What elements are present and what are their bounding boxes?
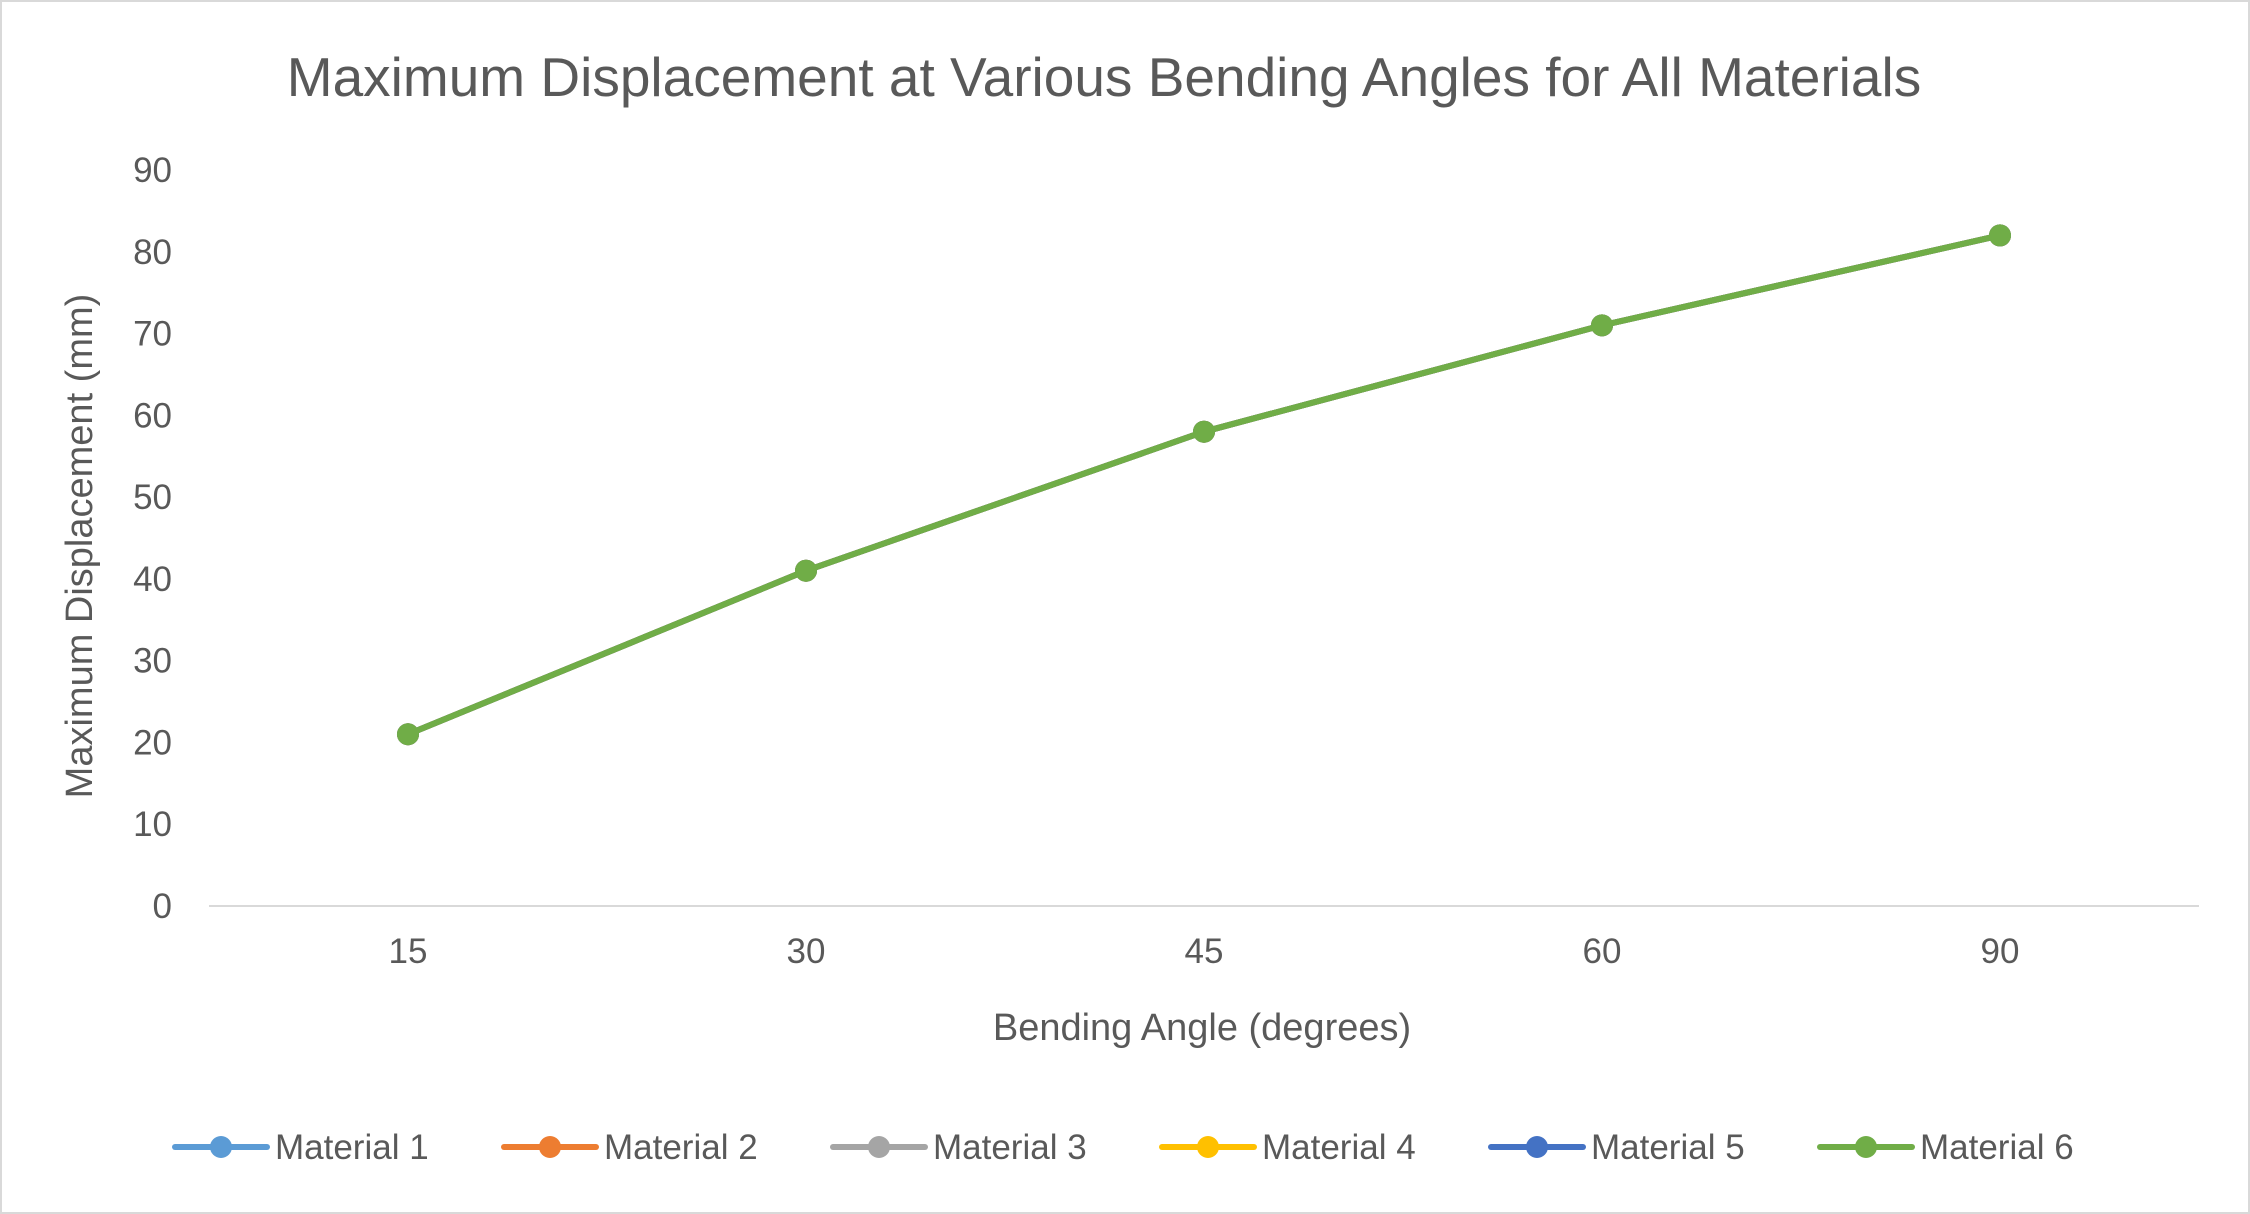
- y-tick-label: 70: [133, 315, 172, 354]
- y-tick-label: 0: [153, 887, 172, 926]
- legend-label: Material 5: [1591, 1128, 1745, 1167]
- y-tick-label: 30: [133, 642, 172, 681]
- x-tick-label: 90: [1981, 932, 2020, 971]
- data-point: [397, 723, 419, 746]
- y-tick-label: 20: [133, 723, 172, 762]
- legend-swatch-marker: [868, 1136, 890, 1158]
- data-point: [795, 559, 817, 582]
- legend-item: Material 5: [1488, 1128, 1745, 1167]
- series-group: [397, 224, 2011, 746]
- x-tick-label: 45: [1185, 932, 1224, 971]
- series-1: [397, 224, 2011, 746]
- x-axis-title: Bending Angle (degrees): [993, 1007, 1411, 1049]
- series-5: [397, 224, 2011, 746]
- series-line: [405, 232, 2003, 738]
- legend-item: Material 3: [830, 1128, 1087, 1167]
- legend-swatch-marker: [1197, 1136, 1219, 1158]
- x-tick-label: 60: [1583, 932, 1622, 971]
- x-tick-label: 15: [389, 932, 428, 971]
- legend-label: Material 6: [1920, 1128, 2074, 1167]
- series-line: [405, 232, 2003, 738]
- y-tick-label: 40: [133, 560, 172, 599]
- y-tick-label: 80: [133, 233, 172, 272]
- y-tick-label: 90: [133, 151, 172, 190]
- series-line: [405, 232, 2003, 738]
- chart-title: Maximum Displacement at Various Bending …: [287, 46, 1921, 108]
- x-axis-tick-labels: 15 30 45 60 90: [389, 932, 2020, 971]
- legend-swatch-marker: [1526, 1136, 1548, 1158]
- legend-label: Material 2: [604, 1128, 758, 1167]
- legend-swatch-marker: [1855, 1136, 1877, 1158]
- legend-item: Material 2: [501, 1128, 758, 1167]
- legend-swatch-marker: [539, 1136, 561, 1158]
- series-line: [405, 232, 2003, 738]
- y-axis-tick-labels: 0 10 20 30 40 50 60 70 80 90: [133, 151, 172, 926]
- series-line: [405, 232, 2003, 738]
- data-point: [1591, 314, 1613, 337]
- legend-label: Material 1: [275, 1128, 429, 1167]
- y-tick-label: 60: [133, 396, 172, 435]
- data-point: [1989, 224, 2011, 247]
- legend-item: Material 4: [1159, 1128, 1416, 1167]
- y-axis-title: Maximum Displacement (mm): [59, 294, 101, 799]
- series-6: [397, 224, 2011, 746]
- series-4: [397, 224, 2011, 746]
- y-tick-label: 10: [133, 805, 172, 844]
- legend-item: Material 1: [172, 1128, 429, 1167]
- legend-label: Material 3: [933, 1128, 1087, 1167]
- series-line: [405, 232, 2003, 738]
- series-2: [397, 224, 2011, 746]
- legend-label: Material 4: [1262, 1128, 1416, 1167]
- data-point: [1193, 420, 1215, 443]
- x-tick-label: 30: [787, 932, 826, 971]
- y-tick-label: 50: [133, 478, 172, 517]
- legend-item: Material 6: [1817, 1128, 2074, 1167]
- series-3: [397, 224, 2011, 746]
- legend: Material 1 Material 2 Material 3 Material 4…: [172, 1128, 2074, 1167]
- legend-swatch-marker: [210, 1136, 232, 1158]
